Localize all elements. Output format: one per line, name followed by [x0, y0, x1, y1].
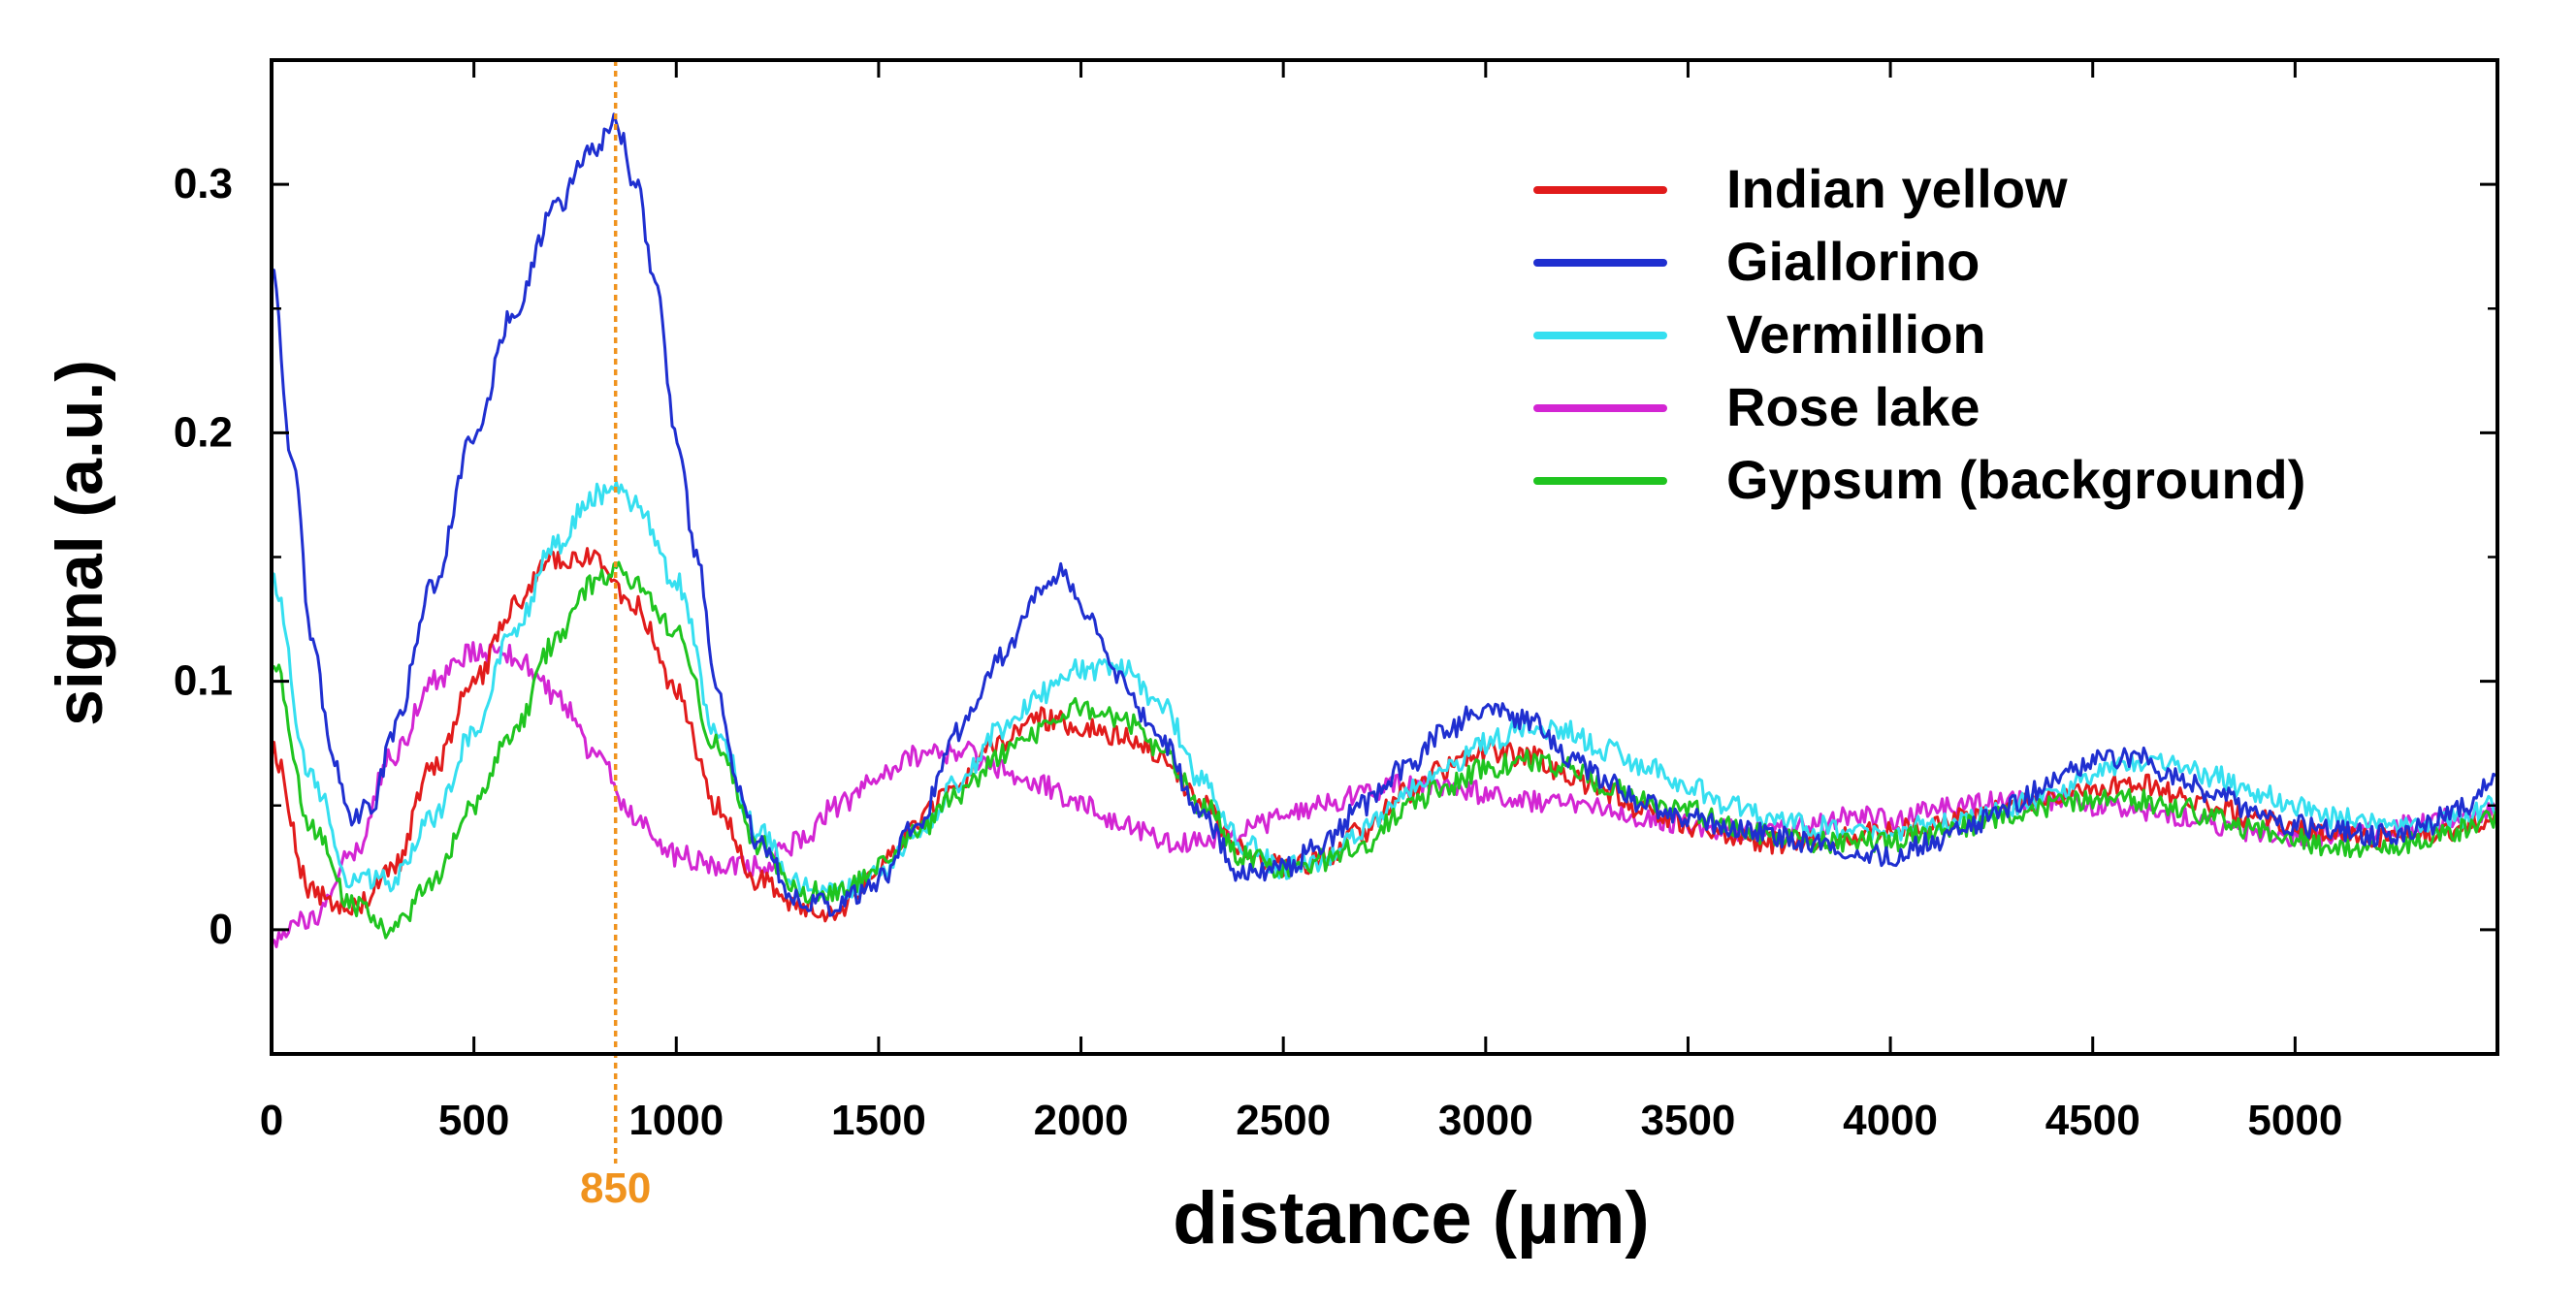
x-tick-label: 5000	[2247, 1097, 2342, 1144]
y-tick-label: 0.1	[174, 657, 233, 705]
y-tick-label: 0.3	[174, 160, 233, 207]
x-tick-label: 3000	[1438, 1097, 1533, 1144]
series-line-indian-yellow	[272, 547, 2497, 923]
x-tick-label: 1000	[628, 1097, 724, 1144]
series-line-vermillion	[272, 480, 2497, 901]
x-tick-label: 3500	[1641, 1097, 1736, 1144]
series-line-giallorino	[272, 112, 2496, 917]
y-axis-label: signal (a.u.)	[43, 360, 116, 726]
x-tick-label: 2500	[1236, 1097, 1331, 1144]
legend-label-rose-lake: Rose lake	[1726, 376, 1980, 437]
x-tick-label: 1500	[831, 1097, 926, 1144]
legend-label-giallorino: Giallorino	[1726, 231, 1980, 292]
legend-label-gypsum-background: Gypsum (background)	[1726, 449, 2305, 510]
x-axis: 0 500 1000 1500 2000 2500 3000 3500 4000 4500 5000	[260, 60, 2342, 1144]
y-axis: 0 0.1 0.2 0.3	[174, 160, 2497, 953]
legend-label-indian-yellow: Indian yellow	[1726, 158, 2068, 219]
series-line-gypsum-background	[272, 560, 2497, 940]
reference-line-label: 850	[580, 1164, 651, 1212]
series-layer	[272, 112, 2497, 948]
x-tick-label: 4000	[1843, 1097, 1938, 1144]
x-axis-label: distance (µm)	[1173, 1177, 1649, 1260]
series-line-rose-lake	[272, 641, 2497, 948]
y-tick-label: 0	[209, 906, 233, 953]
y-tick-label: 0.2	[174, 408, 233, 456]
legend: Indian yellow Giallorino Vermillion Rose la…	[1533, 158, 2305, 510]
x-tick-label: 4500	[2045, 1097, 2141, 1144]
legend-label-vermillion: Vermillion	[1726, 303, 1986, 365]
reference-layer: 850	[580, 60, 651, 1212]
x-tick-label: 0	[260, 1097, 283, 1144]
x-tick-label: 2000	[1034, 1097, 1129, 1144]
x-tick-label: 500	[438, 1097, 509, 1144]
